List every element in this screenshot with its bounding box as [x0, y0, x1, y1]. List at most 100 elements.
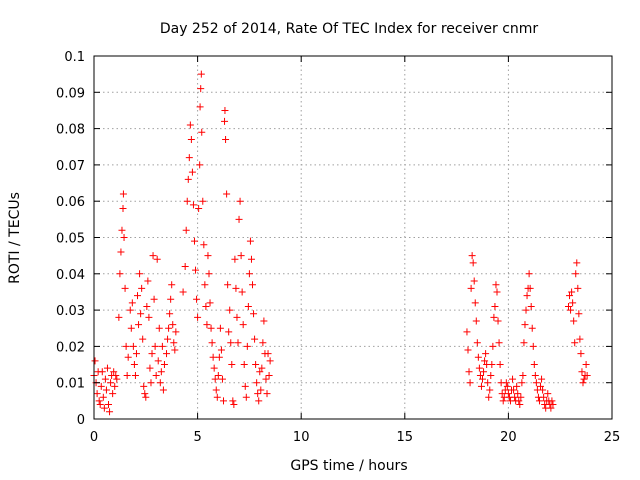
data-point — [503, 382, 511, 390]
data-point — [225, 328, 233, 336]
y-tick-label: 0.06 — [56, 195, 85, 210]
data-point — [201, 281, 209, 289]
data-point — [526, 284, 534, 292]
x-tick-label: 15 — [397, 430, 414, 445]
data-point — [230, 400, 238, 408]
data-point — [494, 317, 502, 325]
data-point — [205, 270, 213, 278]
data-point — [103, 364, 111, 372]
data-point — [203, 321, 211, 329]
grid-layer — [94, 56, 612, 419]
data-point — [247, 255, 255, 263]
data-point — [258, 364, 266, 372]
y-axis-label: ROTI / TECUs — [7, 192, 23, 284]
data-point — [580, 375, 588, 383]
data-point — [144, 277, 152, 285]
data-point — [463, 328, 471, 336]
data-point — [518, 379, 526, 387]
data-point — [473, 339, 481, 347]
data-point — [236, 197, 244, 205]
data-point — [256, 368, 264, 376]
data-point — [131, 371, 139, 379]
data-point — [96, 400, 104, 408]
data-point — [568, 288, 576, 296]
data-point — [111, 382, 119, 390]
data-point — [163, 350, 171, 358]
data-point — [212, 386, 220, 394]
y-tick-label: 0.01 — [56, 377, 85, 392]
data-point — [124, 353, 132, 361]
data-point — [170, 339, 178, 347]
data-point — [521, 321, 529, 329]
data-point — [482, 350, 490, 358]
data-point — [107, 379, 115, 387]
data-point — [152, 371, 160, 379]
data-point — [227, 339, 235, 347]
data-point — [147, 379, 155, 387]
data-point — [539, 386, 547, 394]
data-point — [139, 335, 147, 343]
data-point — [257, 386, 265, 394]
data-point — [240, 361, 248, 369]
data-point — [264, 350, 272, 358]
data-point — [119, 190, 127, 198]
data-point — [540, 393, 548, 401]
data-point — [509, 375, 517, 383]
data-point — [476, 371, 484, 379]
data-point — [235, 215, 243, 223]
data-point — [190, 237, 198, 245]
data-point — [145, 313, 153, 321]
y-tick-label: 0.03 — [56, 304, 85, 319]
data-point — [207, 324, 215, 332]
data-point — [481, 357, 489, 365]
data-point — [220, 397, 227, 405]
data-point — [532, 379, 540, 387]
data-point — [226, 306, 234, 314]
data-point — [171, 346, 179, 354]
data-point — [112, 371, 120, 379]
data-point — [516, 400, 524, 408]
y-tick-label: 0.1 — [64, 50, 85, 65]
data-point — [105, 400, 113, 408]
data-point — [100, 404, 108, 412]
data-point — [519, 371, 527, 379]
data-point — [142, 393, 150, 401]
data-point — [252, 361, 260, 369]
data-point — [223, 190, 231, 198]
data-point — [465, 368, 473, 376]
data-point — [251, 335, 259, 343]
data-point — [216, 324, 224, 332]
data-point — [148, 350, 156, 358]
data-point — [141, 390, 149, 398]
data-point — [115, 313, 123, 321]
data-point — [195, 204, 203, 212]
data-point — [98, 368, 106, 376]
data-point — [495, 339, 503, 347]
data-point — [118, 226, 126, 234]
data-point — [504, 390, 512, 398]
data-point — [135, 321, 143, 329]
data-point — [514, 390, 522, 398]
data-point — [574, 284, 582, 292]
data-point — [196, 103, 204, 111]
data-point — [578, 368, 586, 376]
data-point — [239, 321, 247, 329]
data-point — [253, 379, 261, 387]
data-point — [209, 353, 217, 361]
data-point — [238, 288, 246, 296]
data-point — [250, 310, 258, 318]
x-tick-label: 0 — [90, 430, 98, 445]
data-point — [515, 397, 523, 405]
y-tick-label: 0.04 — [56, 268, 85, 283]
data-point — [158, 342, 166, 350]
data-point — [511, 393, 519, 401]
data-point — [472, 317, 480, 325]
data-points-layer — [90, 70, 591, 416]
data-point — [245, 270, 253, 278]
data-point — [522, 306, 530, 314]
data-point — [194, 313, 202, 321]
data-point — [572, 270, 580, 278]
data-point — [154, 357, 162, 365]
data-point — [489, 342, 497, 350]
